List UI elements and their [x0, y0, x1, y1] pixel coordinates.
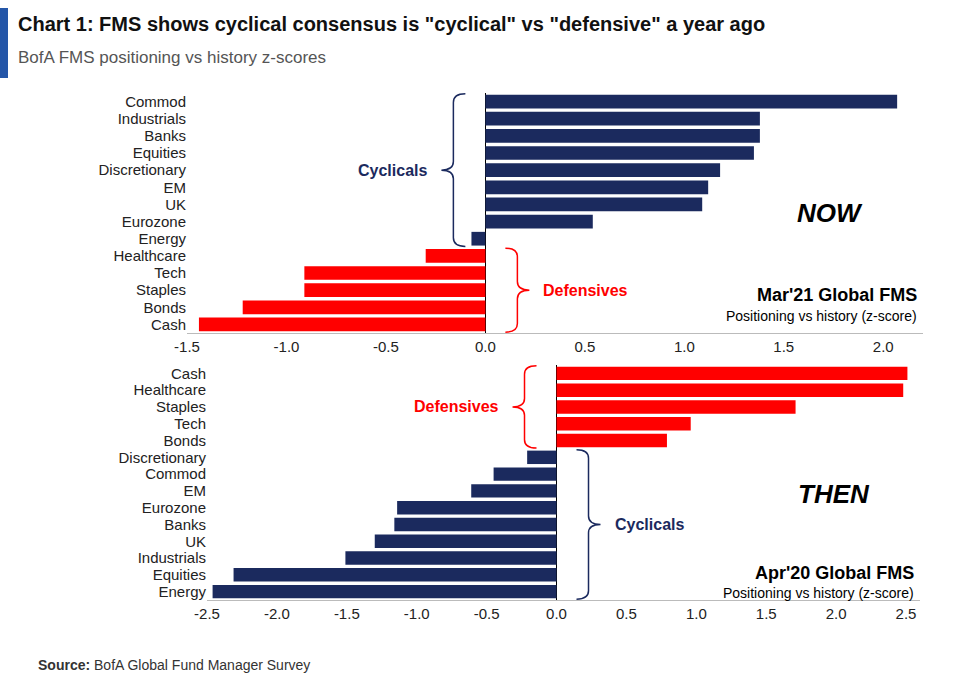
svg-text:Equities: Equities	[153, 566, 206, 583]
svg-text:0.0: 0.0	[475, 338, 496, 355]
svg-text:1.0: 1.0	[674, 338, 695, 355]
svg-text:Banks: Banks	[164, 516, 206, 533]
svg-text:Bonds: Bonds	[143, 299, 186, 316]
svg-text:Discretionary: Discretionary	[98, 161, 186, 178]
svg-text:-0.5: -0.5	[474, 605, 500, 622]
svg-text:-2.0: -2.0	[264, 605, 290, 622]
svg-text:-1.5: -1.5	[334, 605, 360, 622]
svg-text:THEN: THEN	[798, 479, 870, 509]
svg-text:-1.0: -1.0	[274, 338, 300, 355]
svg-text:Defensives: Defensives	[414, 398, 499, 415]
svg-text:Mar'21 Global FMS: Mar'21 Global FMS	[757, 285, 917, 305]
svg-text:-1.5: -1.5	[174, 338, 200, 355]
svg-text:Defensives: Defensives	[543, 282, 628, 299]
svg-text:0.0: 0.0	[546, 605, 567, 622]
svg-text:-2.5: -2.5	[194, 605, 220, 622]
svg-text:UK: UK	[165, 196, 186, 213]
svg-text:Staples: Staples	[136, 281, 186, 298]
svg-text:Eurozone: Eurozone	[142, 499, 206, 516]
svg-text:Healthcare: Healthcare	[113, 247, 186, 264]
svg-text:Equities: Equities	[133, 144, 186, 161]
svg-text:2.5: 2.5	[896, 605, 917, 622]
svg-text:Chart 1: FMS shows cyclical co: Chart 1: FMS shows cyclical consensus is…	[18, 13, 765, 35]
svg-text:Discretionary: Discretionary	[118, 449, 206, 466]
svg-text:Banks: Banks	[144, 127, 186, 144]
svg-text:Positioning vs history (z-scor: Positioning vs history (z-score)	[723, 585, 914, 601]
svg-text:Positioning vs history (z-scor: Positioning vs history (z-score)	[726, 308, 917, 324]
svg-text:1.5: 1.5	[756, 605, 777, 622]
svg-text:Industrials: Industrials	[138, 549, 206, 566]
svg-text:Bonds: Bonds	[163, 432, 206, 449]
svg-text:0.5: 0.5	[574, 338, 595, 355]
svg-text:2.0: 2.0	[873, 338, 894, 355]
svg-text:Apr'20 Global FMS: Apr'20 Global FMS	[755, 563, 914, 583]
svg-text:Healthcare: Healthcare	[133, 381, 206, 398]
svg-text:NOW: NOW	[797, 198, 863, 228]
svg-text:Tech: Tech	[154, 264, 186, 281]
svg-text:-1.0: -1.0	[404, 605, 430, 622]
svg-text:Cash: Cash	[171, 365, 206, 382]
svg-text:Commod: Commod	[125, 93, 186, 110]
svg-text:Source: BofA Global Fund Manag: Source: BofA Global Fund Manager Survey	[38, 657, 310, 673]
svg-text:Commod: Commod	[145, 465, 206, 482]
svg-text:Energy: Energy	[158, 583, 206, 600]
svg-text:Energy: Energy	[138, 230, 186, 247]
svg-text:-0.5: -0.5	[373, 338, 399, 355]
svg-text:0.5: 0.5	[616, 605, 637, 622]
svg-text:BofA FMS positioning vs histor: BofA FMS positioning vs history z-scores	[18, 48, 326, 67]
svg-text:EM: EM	[164, 179, 187, 196]
svg-text:Staples: Staples	[156, 398, 206, 415]
svg-text:2.0: 2.0	[826, 605, 847, 622]
svg-text:UK: UK	[185, 533, 206, 550]
svg-text:1.0: 1.0	[686, 605, 707, 622]
svg-text:Cyclicals: Cyclicals	[358, 162, 427, 179]
svg-text:Cyclicals: Cyclicals	[615, 516, 684, 533]
svg-text:Eurozone: Eurozone	[122, 213, 186, 230]
svg-text:Industrials: Industrials	[118, 110, 186, 127]
svg-text:Cash: Cash	[151, 316, 186, 333]
svg-text:1.5: 1.5	[773, 338, 794, 355]
svg-text:EM: EM	[184, 482, 207, 499]
svg-text:Tech: Tech	[174, 415, 206, 432]
